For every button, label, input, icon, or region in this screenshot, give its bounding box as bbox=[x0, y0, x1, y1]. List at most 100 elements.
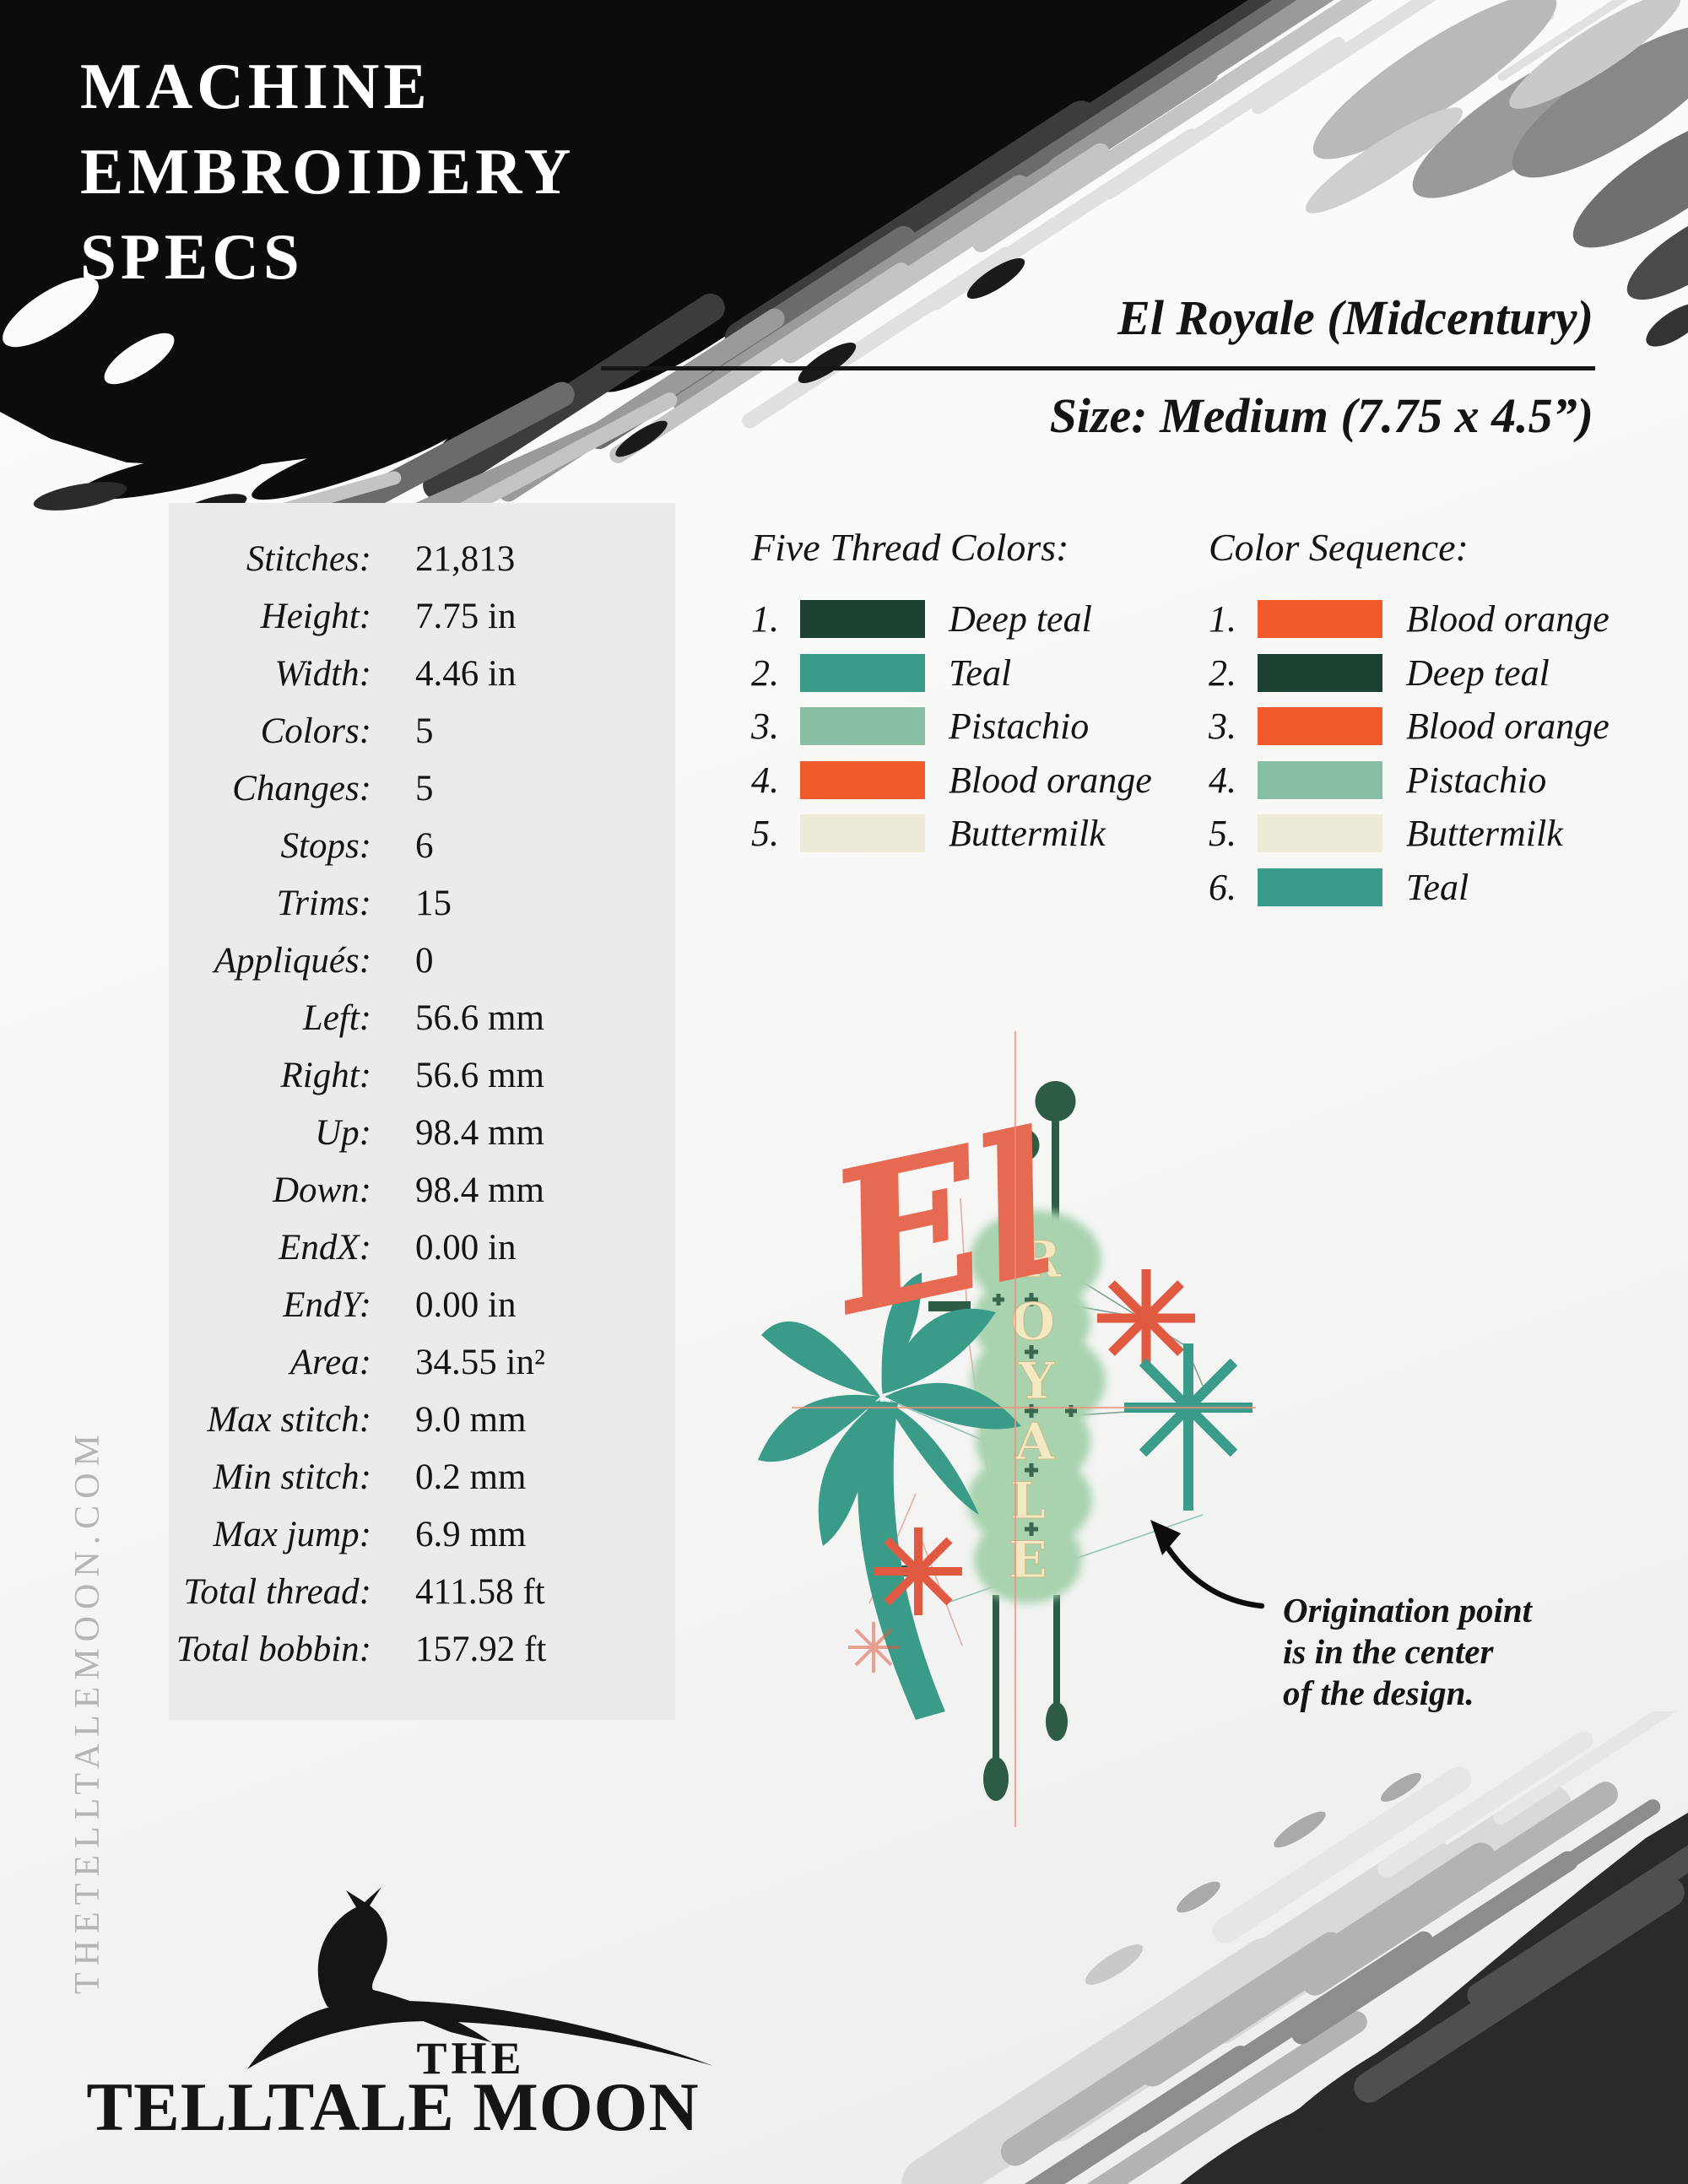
spec-row: Min stitch: 0.2 mm bbox=[169, 1448, 675, 1506]
item-number: 4. bbox=[751, 759, 779, 801]
spec-label: Total bobbin: bbox=[176, 1629, 371, 1669]
thread-color-item: 3. Pistachio bbox=[751, 700, 1152, 754]
color-name: Pistachio bbox=[949, 705, 1090, 748]
spec-row: Total bobbin: 157.92 ft bbox=[169, 1620, 675, 1678]
design-name: El Royale (Midcentury) bbox=[1117, 290, 1593, 345]
spec-label: Changes: bbox=[232, 768, 371, 808]
spec-label: EndX: bbox=[279, 1227, 371, 1268]
spec-value: 21,813 bbox=[415, 538, 516, 579]
color-name: Buttermilk bbox=[1406, 813, 1563, 855]
thread-colors-list: 1. Deep teal 2. Teal 3. Pistachio 4. Blood o… bbox=[751, 592, 1152, 861]
thread-color-item: 1. Deep teal bbox=[751, 592, 1152, 646]
spec-row: Height: 7.75 in bbox=[169, 587, 675, 645]
thread-color-item: 2. Teal bbox=[751, 646, 1152, 700]
color-swatch bbox=[1258, 760, 1382, 799]
crow-on-moon-icon bbox=[247, 1887, 713, 2069]
starburst-red-small bbox=[874, 1527, 962, 1615]
sign-letter: O bbox=[1011, 1293, 1055, 1352]
origination-note: Origination point is in the center of th… bbox=[1283, 1590, 1532, 1714]
spec-row: Changes: 5 bbox=[169, 760, 675, 817]
spec-row: Stitches: 21,813 bbox=[169, 530, 675, 587]
color-name: Teal bbox=[949, 651, 1012, 694]
item-number: 2. bbox=[751, 651, 779, 694]
telltale-moon-logo: THE TELLTALE MOON bbox=[66, 1845, 720, 2149]
spec-value: 98.4 mm bbox=[415, 1112, 544, 1153]
color-sequence-list: 1. Blood orange 2. Deep teal 3. Blood orang… bbox=[1209, 592, 1610, 914]
spec-label: Total thread: bbox=[183, 1571, 371, 1612]
spec-row: Stops: 6 bbox=[169, 817, 675, 874]
spec-label: Trims: bbox=[276, 883, 371, 923]
spec-row: EndY: 0.00 in bbox=[169, 1276, 675, 1333]
spec-value: 98.4 mm bbox=[415, 1170, 544, 1210]
spec-label: Down: bbox=[272, 1170, 371, 1210]
color-swatch bbox=[1258, 600, 1382, 639]
spec-value: 0.00 in bbox=[415, 1284, 517, 1325]
spec-value: 4.46 in bbox=[415, 653, 517, 694]
color-sequence-item: 1. Blood orange bbox=[1209, 592, 1610, 646]
spec-label: Min stitch: bbox=[213, 1457, 372, 1497]
spec-label: Max stitch: bbox=[207, 1399, 371, 1440]
logo-the: THE bbox=[416, 2033, 526, 2084]
color-sequence-item: 3. Blood orange bbox=[1209, 700, 1610, 754]
color-sequence-heading: Color Sequence: bbox=[1209, 526, 1469, 569]
item-number: 1. bbox=[1209, 598, 1236, 641]
spec-row: Colors: 5 bbox=[169, 702, 675, 760]
spec-label: Height: bbox=[260, 596, 371, 636]
page-title-line: EMBROIDERY bbox=[80, 135, 576, 208]
spec-row: Right: 56.6 mm bbox=[169, 1046, 675, 1104]
spec-row: Max jump: 6.9 mm bbox=[169, 1506, 675, 1563]
color-name: Pistachio bbox=[1406, 759, 1547, 801]
spec-row: Left: 56.6 mm bbox=[169, 989, 675, 1046]
color-swatch bbox=[800, 653, 925, 692]
item-number: 3. bbox=[1209, 705, 1236, 748]
color-name: Blood orange bbox=[1406, 705, 1610, 748]
spec-label: Width: bbox=[274, 653, 371, 694]
item-number: 5. bbox=[751, 813, 779, 855]
note-line: of the design. bbox=[1283, 1673, 1474, 1712]
spec-row: Max stitch: 9.0 mm bbox=[169, 1391, 675, 1448]
thread-color-item: 4. Blood orange bbox=[751, 754, 1152, 808]
spec-label: Right: bbox=[280, 1055, 371, 1095]
sign-crossbar bbox=[928, 1301, 971, 1311]
spec-value: 9.0 mm bbox=[415, 1399, 527, 1440]
spec-value: 56.6 mm bbox=[415, 997, 544, 1038]
el-script-text: El bbox=[809, 1090, 1075, 1359]
color-sequence-item: 4. Pistachio bbox=[1209, 754, 1610, 808]
item-number: 3. bbox=[751, 705, 779, 748]
spec-value: 5 bbox=[415, 768, 434, 808]
spec-value: 411.58 ft bbox=[415, 1571, 545, 1612]
logo-telltale-moon: TELLTALE MOON bbox=[86, 2068, 700, 2145]
spec-value: 56.6 mm bbox=[415, 1055, 544, 1095]
spec-value: 0 bbox=[415, 940, 434, 981]
starburst-red-outline bbox=[848, 1622, 899, 1673]
header-divider bbox=[601, 366, 1595, 370]
spec-value: 6.9 mm bbox=[415, 1514, 527, 1554]
color-swatch bbox=[1258, 707, 1382, 746]
spec-label: Stitches: bbox=[246, 538, 371, 579]
color-swatch bbox=[800, 814, 925, 853]
color-name: Teal bbox=[1406, 866, 1469, 908]
stitch-marks bbox=[993, 1293, 1077, 1536]
sign-letter: R bbox=[1019, 1230, 1062, 1289]
embroidery-design-canvas: R O Y A L E El bbox=[758, 1031, 1256, 1827]
color-swatch bbox=[800, 600, 925, 639]
color-name: Deep teal bbox=[1406, 651, 1550, 694]
spec-label: Appliqués: bbox=[214, 940, 371, 981]
starburst-teal bbox=[1124, 1343, 1252, 1511]
color-swatch bbox=[1258, 868, 1382, 906]
spec-label: Up: bbox=[315, 1112, 371, 1153]
color-name: Blood orange bbox=[1406, 598, 1610, 641]
spec-label: Colors: bbox=[260, 711, 371, 751]
note-line: is in the center bbox=[1283, 1632, 1494, 1671]
spec-value: 0.00 in bbox=[415, 1227, 517, 1268]
design-size: Size: Medium (7.75 x 4.5”) bbox=[1049, 388, 1593, 443]
color-swatch bbox=[800, 760, 925, 799]
spec-label: Left: bbox=[302, 997, 371, 1038]
item-number: 6. bbox=[1209, 866, 1236, 908]
spec-value: 7.75 in bbox=[415, 596, 517, 636]
spec-label: Max jump: bbox=[213, 1514, 371, 1554]
color-sequence-item: 5. Buttermilk bbox=[1209, 807, 1610, 861]
spec-panel: Stitches: 21,813 Height: 7.75 in Width: 4.4… bbox=[169, 503, 675, 1720]
spec-value: 157.92 ft bbox=[415, 1629, 547, 1669]
